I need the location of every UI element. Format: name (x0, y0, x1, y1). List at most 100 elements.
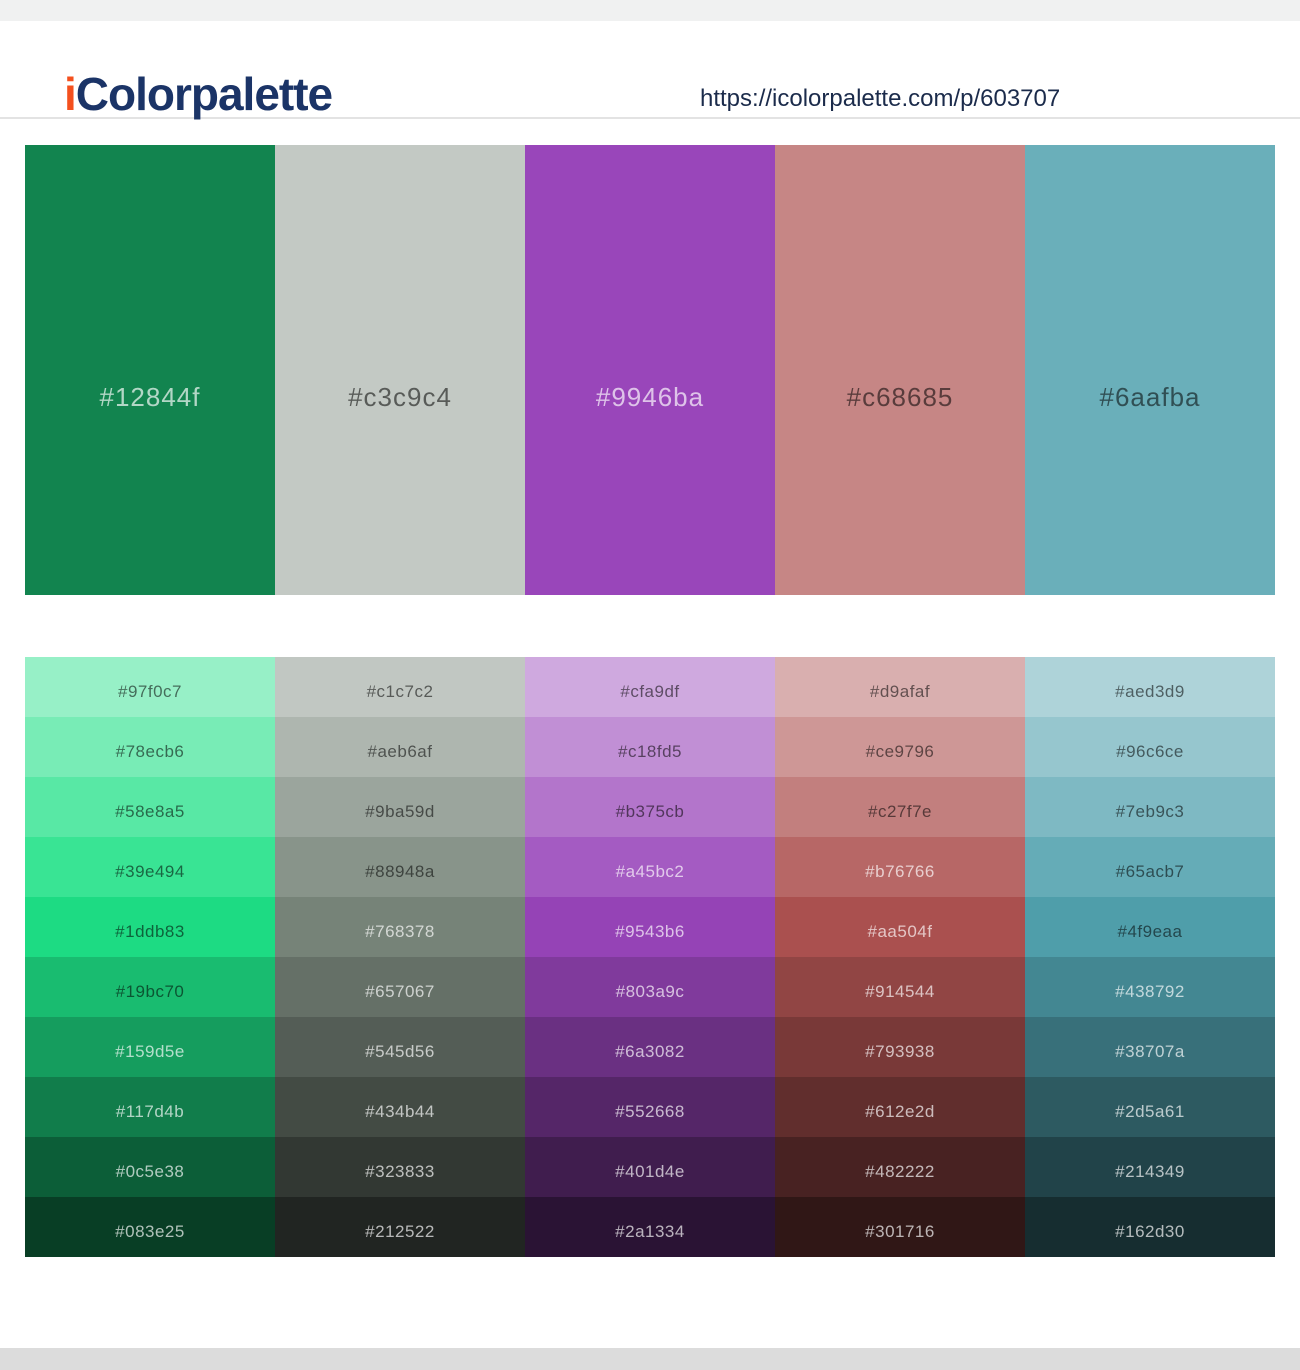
shade-hex-label: #657067 (365, 982, 435, 1001)
shade-cell[interactable]: #b76766 (775, 837, 1025, 897)
shade-cell[interactable]: #401d4e (525, 1137, 775, 1197)
palette-swatch-row: #12844f #c3c9c4 #9946ba #c68685 #6aafba (25, 145, 1275, 595)
shade-cell[interactable]: #545d56 (275, 1017, 525, 1077)
shade-cell[interactable]: #88948a (275, 837, 525, 897)
shade-cell[interactable]: #214349 (1025, 1137, 1275, 1197)
shade-cell[interactable]: #97f0c7 (25, 657, 275, 717)
shades-grid: #97f0c7 #c1c7c2 #cfa9df #d9afaf #aed3d9 #78ec… (25, 657, 1275, 1257)
shade-cell[interactable]: #aa504f (775, 897, 1025, 957)
shade-hex-label: #117d4b (115, 1102, 185, 1121)
swatch-hex-label: #12844f (99, 381, 201, 412)
shade-cell[interactable]: #a45bc2 (525, 837, 775, 897)
shade-hex-label: #58e8a5 (115, 802, 185, 821)
shade-cell[interactable]: #083e25 (25, 1197, 275, 1257)
shade-hex-label: #65acb7 (1115, 862, 1185, 881)
palette-swatch[interactable]: #9946ba (525, 145, 775, 595)
shade-hex-label: #438792 (1115, 982, 1185, 1001)
shade-cell[interactable]: #6a3082 (525, 1017, 775, 1077)
shade-hex-label: #a45bc2 (615, 862, 685, 881)
shade-cell[interactable]: #2a1334 (525, 1197, 775, 1257)
shade-cell[interactable]: #482222 (775, 1137, 1025, 1197)
shade-cell[interactable]: #19bc70 (25, 957, 275, 1017)
shade-cell[interactable]: #117d4b (25, 1077, 275, 1137)
shade-cell[interactable]: #78ecb6 (25, 717, 275, 777)
shade-cell[interactable]: #159d5e (25, 1017, 275, 1077)
shade-cell[interactable]: #803a9c (525, 957, 775, 1017)
palette-swatch[interactable]: #c3c9c4 (275, 145, 525, 595)
shade-cell[interactable]: #65acb7 (1025, 837, 1275, 897)
palette-swatch[interactable]: #6aafba (1025, 145, 1275, 595)
shade-cell[interactable]: #2d5a61 (1025, 1077, 1275, 1137)
shade-cell[interactable]: #793938 (775, 1017, 1025, 1077)
shade-cell[interactable]: #7eb9c3 (1025, 777, 1275, 837)
shade-cell[interactable]: #cfa9df (525, 657, 775, 717)
shade-hex-label: #b375cb (615, 802, 685, 821)
site-logo[interactable]: iColorpalette (64, 68, 333, 120)
shade-hex-label: #301716 (865, 1222, 935, 1241)
shade-cell[interactable]: #d9afaf (775, 657, 1025, 717)
shade-cell[interactable]: #438792 (1025, 957, 1275, 1017)
shade-cell[interactable]: #39e494 (25, 837, 275, 897)
shade-hex-label: #aeb6af (367, 742, 433, 761)
shade-cell[interactable]: #ce9796 (775, 717, 1025, 777)
shade-hex-label: #96c6ce (1116, 742, 1184, 761)
shade-cell[interactable]: #c1c7c2 (275, 657, 525, 717)
shade-cell[interactable]: #657067 (275, 957, 525, 1017)
shade-hex-label: #97f0c7 (118, 682, 182, 701)
shade-hex-label: #482222 (865, 1162, 935, 1181)
palette-url-link[interactable]: https://icolorpalette.com/p/603707 (700, 85, 1061, 112)
shade-hex-label: #214349 (1115, 1162, 1185, 1181)
shade-hex-label: #c1c7c2 (366, 682, 434, 701)
shade-cell[interactable]: #9ba59d (275, 777, 525, 837)
shade-hex-label: #212522 (365, 1222, 435, 1241)
shade-hex-label: #323833 (365, 1162, 435, 1181)
shade-hex-label: #d9afaf (869, 682, 931, 701)
shade-hex-label: #768378 (365, 922, 435, 941)
swatch-hex-label: #c3c9c4 (348, 381, 452, 412)
shade-cell[interactable]: #9543b6 (525, 897, 775, 957)
shade-cell[interactable]: #aed3d9 (1025, 657, 1275, 717)
shade-cell[interactable]: #162d30 (1025, 1197, 1275, 1257)
shade-hex-label: #c18fd5 (618, 742, 682, 761)
logo-text: Colorpalette (75, 68, 333, 120)
shade-cell[interactable]: #301716 (775, 1197, 1025, 1257)
shade-cell[interactable]: #1ddb83 (25, 897, 275, 957)
logo-accent-letter: i (64, 68, 77, 120)
palette-swatch[interactable]: #12844f (25, 145, 275, 595)
shade-cell[interactable]: #38707a (1025, 1017, 1275, 1077)
shade-cell[interactable]: #612e2d (775, 1077, 1025, 1137)
shade-cell[interactable]: #434b44 (275, 1077, 525, 1137)
shade-cell[interactable]: #323833 (275, 1137, 525, 1197)
shade-hex-label: #4f9eaa (1117, 922, 1183, 941)
shade-hex-label: #083e25 (115, 1222, 185, 1241)
shade-hex-label: #552668 (615, 1102, 685, 1121)
shade-hex-label: #9ba59d (365, 802, 435, 821)
shade-hex-label: #6a3082 (615, 1042, 685, 1061)
shade-cell[interactable]: #aeb6af (275, 717, 525, 777)
shade-hex-label: #159d5e (115, 1042, 185, 1061)
shade-hex-label: #b76766 (865, 862, 935, 881)
shade-hex-label: #2d5a61 (1115, 1102, 1185, 1121)
bottom-bar (0, 1348, 1300, 1370)
shade-hex-label: #c27f7e (868, 802, 932, 821)
shade-hex-label: #9543b6 (615, 922, 685, 941)
shade-cell[interactable]: #96c6ce (1025, 717, 1275, 777)
shade-hex-label: #434b44 (365, 1102, 435, 1121)
shade-cell[interactable]: #c27f7e (775, 777, 1025, 837)
shade-hex-label: #aa504f (867, 922, 933, 941)
palette-swatch[interactable]: #c68685 (775, 145, 1025, 595)
shade-cell[interactable]: #c18fd5 (525, 717, 775, 777)
shade-cell[interactable]: #58e8a5 (25, 777, 275, 837)
shade-hex-label: #545d56 (365, 1042, 435, 1061)
shade-cell[interactable]: #0c5e38 (25, 1137, 275, 1197)
shade-cell[interactable]: #4f9eaa (1025, 897, 1275, 957)
shade-cell[interactable]: #768378 (275, 897, 525, 957)
site-header: iColorpalette https://icolorpalette.com/… (0, 21, 1300, 119)
shade-cell[interactable]: #212522 (275, 1197, 525, 1257)
shade-cell[interactable]: #914544 (775, 957, 1025, 1017)
shade-cell[interactable]: #b375cb (525, 777, 775, 837)
swatch-hex-label: #9946ba (595, 381, 705, 412)
shade-hex-label: #78ecb6 (115, 742, 185, 761)
shade-cell[interactable]: #552668 (525, 1077, 775, 1137)
shade-hex-label: #7eb9c3 (1115, 802, 1185, 821)
